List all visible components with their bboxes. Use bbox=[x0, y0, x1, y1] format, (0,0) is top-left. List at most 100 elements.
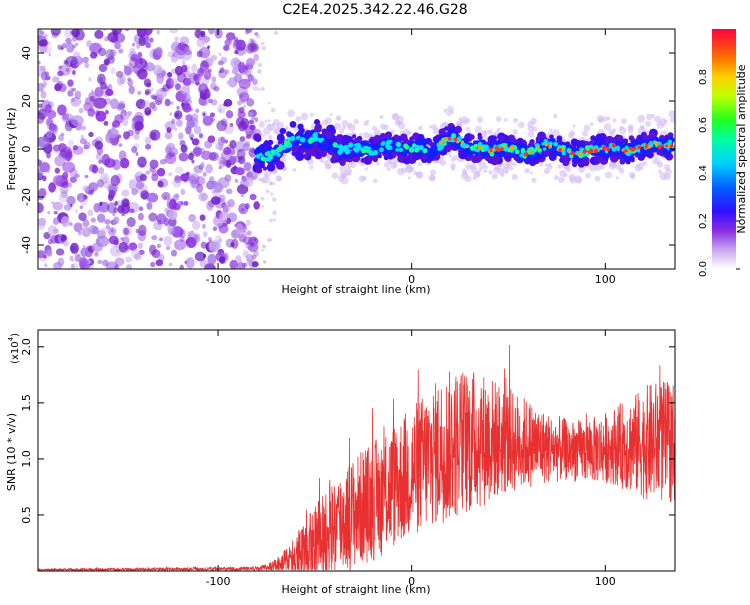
noise-blob bbox=[127, 129, 135, 137]
track-halo bbox=[446, 111, 452, 117]
track-highlight bbox=[387, 139, 392, 144]
track-halo bbox=[509, 167, 514, 171]
noise-blob bbox=[129, 208, 135, 213]
noise-blob bbox=[70, 263, 75, 269]
noise-blob bbox=[112, 136, 119, 145]
track-core bbox=[305, 143, 311, 148]
noise-blob bbox=[43, 46, 52, 54]
track-peak bbox=[523, 152, 528, 157]
noise-fringe bbox=[256, 69, 262, 75]
noise-blob bbox=[69, 87, 74, 94]
noise-blob bbox=[241, 177, 254, 188]
noise-blob bbox=[170, 249, 177, 257]
noise-fringe bbox=[268, 238, 273, 242]
noise-blob bbox=[175, 43, 188, 56]
noise-blob bbox=[122, 112, 126, 117]
svg-text:(x104): (x104) bbox=[7, 333, 21, 364]
noise-blob bbox=[139, 173, 147, 182]
track-halo bbox=[364, 167, 368, 171]
track-halo bbox=[553, 114, 558, 119]
noise-blob bbox=[60, 190, 68, 198]
noise-blob bbox=[76, 192, 87, 203]
track-halo bbox=[293, 126, 299, 132]
noise-blob bbox=[90, 51, 98, 59]
track-band bbox=[303, 153, 309, 159]
noise-blob bbox=[253, 201, 260, 210]
noise-blob bbox=[224, 39, 233, 47]
noise-blob bbox=[209, 112, 216, 118]
track-halo bbox=[668, 110, 675, 118]
noise-blob bbox=[103, 180, 112, 189]
noise-blob bbox=[121, 189, 130, 197]
noise-blob bbox=[205, 163, 213, 174]
track-highlight bbox=[414, 147, 420, 153]
noise-blob bbox=[62, 161, 76, 173]
track-band bbox=[412, 132, 420, 140]
noise-blob bbox=[107, 128, 119, 139]
track-highlight bbox=[277, 146, 283, 153]
noise-blob bbox=[54, 167, 61, 174]
track-halo bbox=[450, 166, 456, 171]
noise-blob bbox=[253, 53, 260, 62]
track-peak bbox=[601, 146, 607, 151]
noise-blob bbox=[69, 222, 74, 227]
track-halo bbox=[504, 170, 509, 174]
noise-blob bbox=[210, 196, 221, 205]
noise-blob bbox=[141, 100, 152, 112]
noise-blob bbox=[218, 238, 223, 243]
track-core bbox=[447, 129, 454, 135]
noise-blob bbox=[63, 240, 70, 247]
spectrogram-xtick-label: 100 bbox=[595, 273, 616, 286]
noise-blob bbox=[114, 41, 121, 50]
noise-blob bbox=[191, 63, 198, 73]
track-band bbox=[473, 154, 483, 163]
noise-blob bbox=[135, 152, 139, 156]
track-band bbox=[616, 134, 624, 143]
noise-fringe bbox=[273, 30, 279, 36]
noise-blob bbox=[148, 37, 154, 43]
track-halo bbox=[428, 174, 436, 182]
track-halo bbox=[258, 121, 265, 128]
noise-blob bbox=[60, 88, 64, 93]
noise-blob bbox=[173, 239, 187, 251]
track-band bbox=[477, 132, 482, 138]
track-halo bbox=[263, 169, 272, 178]
spectrogram-xtick-label: -100 bbox=[206, 273, 231, 286]
noise-blob bbox=[64, 29, 74, 38]
track-halo bbox=[344, 167, 353, 176]
track-halo bbox=[373, 178, 378, 184]
track-halo bbox=[503, 162, 511, 170]
track-halo bbox=[394, 119, 401, 126]
snr-panel: -100 0 100 0.5 1.0 1.5 2.0 Height of straight … bbox=[5, 329, 676, 596]
noise-blob bbox=[38, 190, 45, 201]
noise-blob bbox=[150, 261, 156, 268]
noise-blob bbox=[145, 62, 155, 72]
noise-fringe bbox=[261, 205, 265, 208]
track-halo bbox=[670, 116, 675, 123]
noise-blob bbox=[123, 64, 127, 69]
noise-blob bbox=[44, 104, 53, 113]
track-band bbox=[487, 135, 497, 144]
noise-blob bbox=[128, 179, 137, 190]
track-band bbox=[255, 167, 263, 174]
noise-blob bbox=[174, 174, 181, 181]
noise-blob bbox=[71, 262, 79, 269]
noise-blob bbox=[161, 70, 166, 77]
noise-blob bbox=[184, 260, 188, 265]
track-band bbox=[562, 159, 570, 167]
track-core bbox=[326, 143, 332, 149]
noise-blob bbox=[118, 143, 123, 147]
track-band bbox=[619, 158, 626, 165]
noise-blob bbox=[245, 219, 252, 226]
noise-blob bbox=[107, 202, 117, 214]
noise-blob bbox=[103, 120, 109, 126]
noise-blob bbox=[179, 36, 190, 46]
noise-blob bbox=[125, 63, 134, 74]
track-halo bbox=[300, 112, 309, 121]
track-halo bbox=[465, 163, 472, 170]
noise-blob bbox=[222, 204, 229, 214]
track-halo bbox=[619, 126, 624, 131]
noise-blob bbox=[204, 263, 216, 269]
noise-blob bbox=[87, 209, 94, 217]
noise-blob bbox=[96, 213, 106, 223]
